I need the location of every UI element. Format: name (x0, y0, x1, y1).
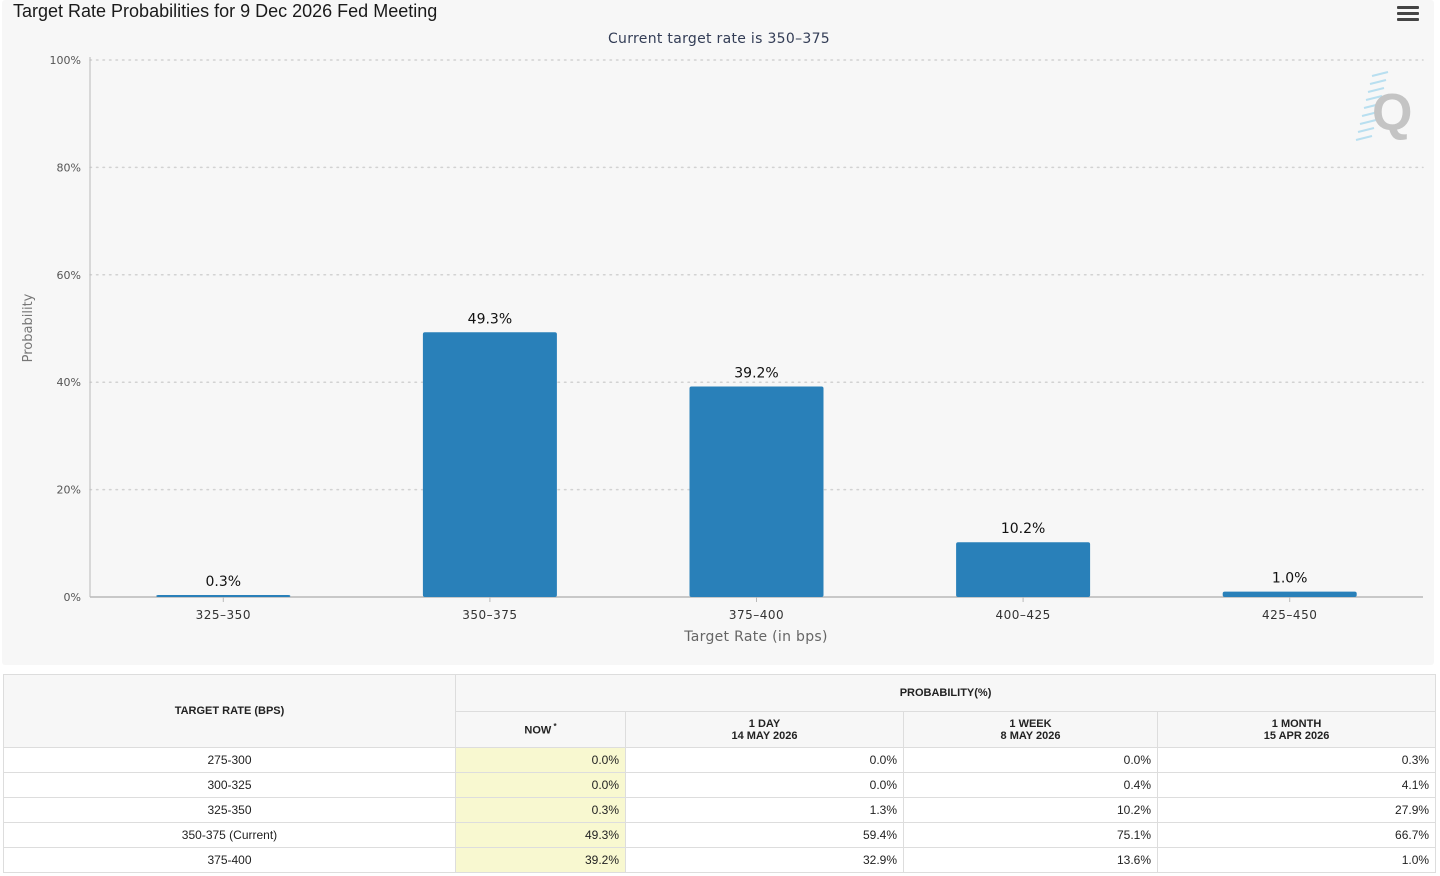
rate-cell: 300-325 (3, 772, 456, 798)
probability-cell: 0.0% (455, 772, 626, 798)
y-tick-label: 40% (57, 376, 81, 389)
rate-cell: 350-375 (Current) (3, 822, 456, 848)
x-tick-label: 375–400 (729, 608, 784, 622)
bar-400-425 (956, 542, 1091, 597)
probability-cell: 0.0% (455, 747, 626, 773)
x-tick-label: 425–450 (1262, 608, 1317, 622)
probability-cell: 49.3% (455, 822, 626, 848)
data-label: 49.3% (468, 311, 512, 327)
probability-cell: 59.4% (625, 822, 904, 848)
y-tick-label: 80% (57, 161, 81, 174)
table-row: 350-375 (Current) 49.3% 59.4% 75.1% 66.7% (3, 822, 1437, 848)
probability-cell: 27.9% (1156, 797, 1437, 823)
data-label: 1.0% (1272, 571, 1308, 587)
probability-cell: 4.1% (1156, 772, 1437, 798)
column-header-now: NOW * (455, 711, 626, 748)
column-header-1-week: 1 WEEK 8 MAY 2026 (903, 711, 1158, 748)
y-tick-label: 20% (57, 484, 81, 497)
probability-cell: 0.0% (625, 747, 904, 773)
x-tick-label: 400–425 (995, 608, 1050, 622)
probability-cell: 66.7% (1156, 822, 1437, 848)
rate-cell: 375-400 (3, 847, 456, 873)
table-row: 375-400 39.2% 32.9% 13.6% 1.0% (3, 847, 1437, 873)
probability-cell: 39.2% (455, 847, 626, 873)
data-label: 10.2% (1001, 521, 1045, 537)
target-rate-header: TARGET RATE (BPS) (3, 674, 456, 748)
probability-header: PROBABILITY(%) (454, 674, 1437, 712)
table-row: 300-325 0.0% 0.0% 0.4% 4.1% (3, 772, 1437, 798)
column-header-1-month: 1 MONTH 15 APR 2026 (1156, 711, 1437, 748)
bar-325-350 (156, 595, 291, 597)
probability-cell: 13.6% (903, 847, 1158, 873)
probability-table: TARGET RATE (BPS) PROBABILITY(%) NOW * 1 … (3, 674, 1437, 873)
chart-subtitle: Current target rate is 350–375 (608, 31, 830, 47)
y-tick-label: 100% (50, 54, 81, 67)
data-label: 0.3% (206, 574, 242, 590)
x-tick-label: 350–375 (462, 608, 517, 622)
rate-cell: 325-350 (3, 797, 456, 823)
probability-cell: 32.9% (625, 847, 904, 873)
y-axis-label: Probability (21, 293, 36, 362)
x-tick-label: 325–350 (196, 608, 251, 622)
bar-chart: Current target rate is 350–375 Q 0% 20% 40% 6… (21, 31, 1424, 645)
y-tick-label: 0% (64, 591, 81, 604)
bar-425-450 (1222, 591, 1357, 597)
probability-cell: 10.2% (903, 797, 1158, 823)
logo-watermark: Q (1355, 71, 1412, 142)
probability-cell: 1.3% (625, 797, 904, 823)
table-row: 275-300 0.0% 0.0% 0.0% 0.3% (3, 747, 1437, 773)
x-axis-label: Target Rate (in bps) (683, 629, 828, 645)
probability-cell: 0.3% (455, 797, 626, 823)
rate-cell: 275-300 (3, 747, 456, 773)
probability-cell: 0.3% (1156, 747, 1437, 773)
column-header-1-day: 1 DAY 14 MAY 2026 (625, 711, 904, 748)
table-row: 325-350 0.3% 1.3% 10.2% 27.9% (3, 797, 1437, 823)
data-label: 39.2% (734, 365, 778, 381)
probability-cell: 0.0% (903, 747, 1158, 773)
probability-cell: 75.1% (903, 822, 1158, 848)
probability-cell: 0.0% (625, 772, 904, 798)
probability-cell: 1.0% (1156, 847, 1437, 873)
chart-menu-icon[interactable] (1397, 6, 1419, 24)
bar-350-375 (422, 332, 557, 597)
svg-text:Q: Q (1372, 84, 1412, 142)
probability-cell: 0.4% (903, 772, 1158, 798)
bar-375-400 (689, 386, 824, 597)
y-tick-label: 60% (57, 269, 81, 282)
chart-title: Target Rate Probabilities for 9 Dec 2026… (13, 1, 438, 21)
